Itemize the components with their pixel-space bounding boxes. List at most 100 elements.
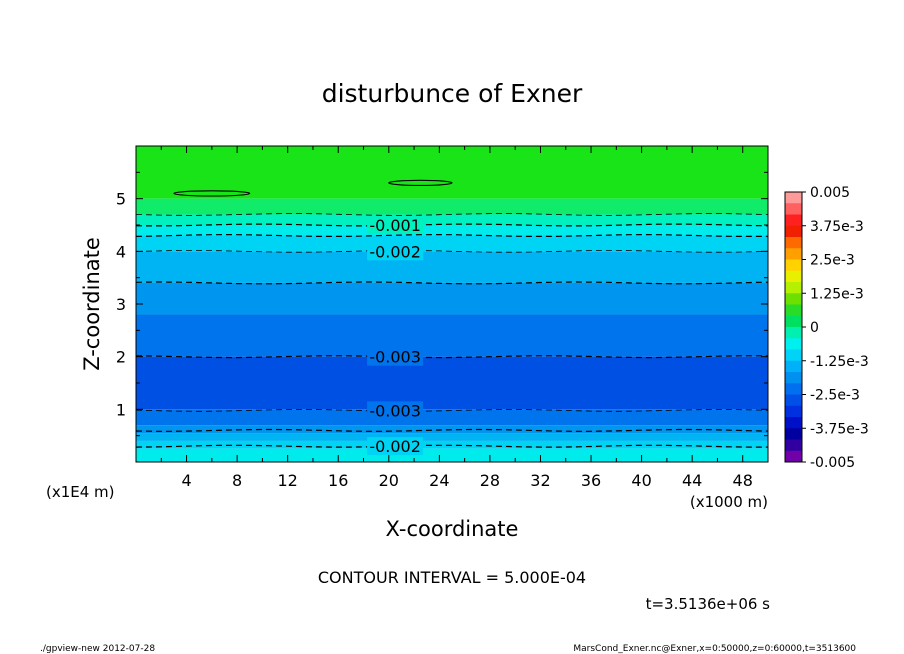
footer-right: MarsCond_Exner.nc@Exner,x=0:50000,z=0:60… (573, 644, 856, 654)
colorbar-label-2: 2.5e-3 (810, 253, 855, 269)
colorbar-swatch-2 (785, 214, 802, 227)
colorbar-label-3: 1.25e-3 (810, 286, 864, 302)
colorbar-swatch-7 (785, 270, 802, 283)
colorbar-swatch-12 (785, 327, 802, 339)
colorbar-swatch-0 (785, 192, 802, 204)
colorbar-swatch-15 (785, 360, 802, 373)
contour-line-7 (135, 428, 769, 432)
x-tick-label-2: 12 (278, 471, 298, 490)
x-tick-label-8: 36 (581, 471, 601, 490)
fill-band-8 (136, 356, 768, 410)
colorbar-label-0: 0.005 (810, 185, 850, 201)
colorbar-swatch-1 (785, 203, 802, 215)
colorbar-swatch-14 (785, 349, 802, 362)
colorbar-label-5: -1.25e-3 (810, 354, 869, 370)
x-axis-label: X-coordinate (386, 517, 519, 541)
contour-label-3: -0.002 (369, 242, 421, 261)
contour-label-bg-3 (367, 242, 424, 261)
fill-band-7 (136, 314, 768, 357)
chart-title: disturbunce of Exner (322, 79, 583, 108)
contour-line-6 (135, 409, 769, 412)
contour-label-5: -0.003 (369, 348, 421, 367)
fill-band-4 (136, 235, 768, 252)
contour-label-6: -0.003 (369, 401, 421, 420)
fill-band-9 (136, 409, 768, 426)
fill-band-5 (136, 251, 768, 283)
contour-line-0 (135, 213, 769, 216)
contour-label-8: -0.002 (369, 437, 421, 456)
fill-band-1 (136, 198, 768, 215)
contour-line-5 (135, 355, 769, 359)
fill-band-6 (136, 282, 768, 315)
contour-line-2 (135, 234, 769, 237)
x-axis-ticks: 4 8 12 16 20 24 28 32 36 40 44 48 (160, 146, 753, 490)
x-tick-label-11: 48 (733, 471, 753, 490)
y-tick-label-0: 1 (116, 400, 126, 419)
closed-contours (173, 179, 453, 197)
colorbar-label-4: 0 (810, 320, 819, 336)
colorbar-swatch-13 (785, 338, 802, 350)
colorbar-swatch-4 (785, 237, 802, 249)
contour-label-1: -0.001 (369, 216, 421, 235)
colorbar-swatch-9 (785, 293, 802, 305)
x-tick-label-5: 24 (429, 471, 449, 490)
contour-line-3 (135, 250, 769, 253)
colorbar-label-1: 3.75e-3 (810, 219, 864, 235)
colorbar (784, 191, 803, 463)
x-axis-unit: (x1000 m) (690, 493, 768, 511)
colorbar-swatch-23 (785, 450, 802, 463)
contour-label-bg-5 (367, 347, 424, 366)
colorbar-swatch-17 (785, 383, 802, 395)
fill-band-2 (136, 214, 768, 225)
contour-label-bg-1 (367, 216, 424, 234)
colorbar-label-8: -0.005 (810, 455, 855, 471)
fill-band-12 (136, 440, 768, 449)
colorbar-swatch-3 (785, 225, 802, 238)
colorbar-label-7: -3.75e-3 (810, 421, 869, 437)
closed-contour-0 (173, 190, 251, 197)
colorbar-label-6: -2.5e-3 (810, 388, 860, 404)
colorbar-labels: 0.005 3.75e-3 2.5e-3 1.25e-3 0 -1.25e-3 -2.5e-… (802, 185, 869, 471)
x-tick-label-6: 28 (480, 471, 500, 490)
colorbar-swatch-21 (785, 428, 802, 440)
colorbar-swatch-6 (785, 259, 802, 272)
colorbar-swatch-10 (785, 304, 802, 317)
colorbar-swatch-22 (785, 439, 802, 452)
y-tick-label-2: 3 (116, 295, 126, 314)
colorbar-swatch-5 (785, 248, 802, 260)
x-tick-label-3: 16 (328, 471, 348, 490)
x-tick-label-7: 32 (530, 471, 550, 490)
y-axis-ticks: 1 2 3 4 5 (116, 171, 768, 437)
fill-band-10 (136, 425, 768, 434)
colorbar-swatch-16 (785, 372, 802, 384)
x-tick-label-10: 44 (682, 471, 702, 490)
y-axis-label: Z-coordinate (80, 237, 104, 371)
colorbar-swatch-19 (785, 405, 802, 418)
contour-line-8 (135, 444, 768, 448)
contour-labels: -0.001 -0.002 -0.003 -0.003 -0.002 (367, 216, 424, 456)
x-tick-label-0: 4 (181, 471, 191, 490)
x-tick-label-4: 20 (379, 471, 399, 490)
time-stamp: t=3.5136e+06 s (646, 595, 771, 613)
fill-bands (136, 146, 768, 462)
colorbar-swatch-20 (785, 417, 802, 429)
x-tick-label-9: 40 (631, 471, 651, 490)
colorbar-swatch-18 (785, 394, 802, 407)
colorbar-swatch-11 (785, 315, 802, 328)
footer-left: ./gpview-new 2012-07-28 (40, 644, 155, 654)
contour-label-bg-6 (367, 401, 424, 420)
contour-line-1 (136, 223, 769, 227)
fill-band-3 (136, 225, 768, 236)
colorbar-swatch-8 (785, 282, 802, 294)
y-tick-label-3: 4 (116, 242, 126, 261)
fill-band-0 (136, 146, 768, 199)
contour-line-4 (135, 281, 769, 285)
y-tick-label-1: 2 (116, 348, 126, 367)
contour-label-bg-8 (367, 437, 424, 456)
fill-band-13 (136, 448, 768, 462)
closed-contour-1 (388, 179, 453, 187)
x-tick-label-1: 8 (232, 471, 242, 490)
contour-lines (135, 213, 769, 448)
y-axis-unit: (x1E4 m) (46, 483, 115, 501)
